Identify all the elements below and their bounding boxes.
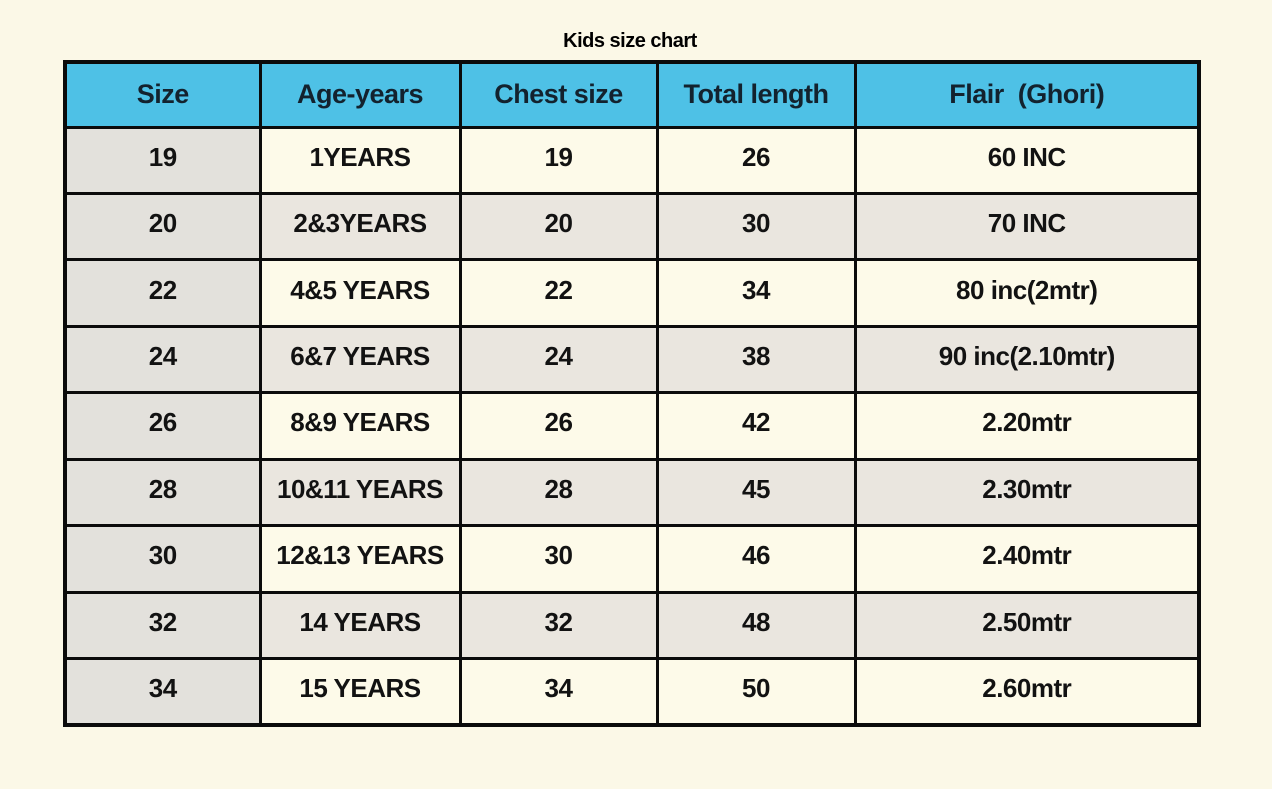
total-length-cell: 42	[655, 391, 857, 461]
flair-ghori-cell: 60 INC	[853, 125, 1201, 195]
table-row: 26 8&9 YEARS 26 42 2.20mtr	[63, 391, 1201, 461]
flair-ghori-cell: 2.30mtr	[853, 457, 1201, 528]
column-header-age-years: Age-years	[258, 60, 462, 129]
chest-size-cell: 34	[458, 657, 659, 727]
flair-ghori-cell: 2.40mtr	[853, 524, 1201, 594]
chest-size-cell: 30	[458, 524, 659, 594]
total-length-cell: 26	[655, 125, 857, 195]
flair-ghori-cell: 80 inc(2mtr)	[853, 258, 1201, 328]
age-years-cell: 8&9 YEARS	[258, 391, 462, 461]
total-length-cell: 38	[655, 324, 857, 395]
table-row: 34 15 YEARS 34 50 2.60mtr	[63, 657, 1201, 727]
size-table-body: 19 1YEARS 19 26 60 INC 20 2&3YEARS 20 30 70 INC 22…	[63, 125, 1201, 727]
column-header-total-length: Total length	[655, 60, 857, 129]
table-row: 32 14 YEARS 32 48 2.50mtr	[63, 590, 1201, 661]
size-cell: 24	[63, 324, 262, 395]
chest-size-cell: 32	[458, 590, 659, 661]
table-row: 24 6&7 YEARS 24 38 90 inc(2.10mtr)	[63, 324, 1201, 395]
chest-size-cell: 26	[458, 391, 659, 461]
size-chart-table-container: Size Age-years Chest size Total length F…	[63, 60, 1201, 727]
total-length-cell: 48	[655, 590, 857, 661]
flair-ghori-cell: 90 inc(2.10mtr)	[853, 324, 1201, 395]
total-length-cell: 46	[655, 524, 857, 594]
table-row: 28 10&11 YEARS 28 45 2.30mtr	[63, 457, 1201, 528]
size-cell: 28	[63, 457, 262, 528]
chest-size-cell: 22	[458, 258, 659, 328]
header-row: Size Age-years Chest size Total length F…	[63, 60, 1201, 129]
size-cell: 22	[63, 258, 262, 328]
total-length-cell: 45	[655, 457, 857, 528]
age-years-cell: 15 YEARS	[258, 657, 462, 727]
age-years-cell: 1YEARS	[258, 125, 462, 195]
age-years-cell: 14 YEARS	[258, 590, 462, 661]
flair-ghori-cell: 2.20mtr	[853, 391, 1201, 461]
table-row: 20 2&3YEARS 20 30 70 INC	[63, 191, 1201, 262]
column-header-size: Size	[63, 60, 262, 129]
chest-size-cell: 28	[458, 457, 659, 528]
chart-title: Kids size chart	[563, 30, 697, 52]
size-cell: 26	[63, 391, 262, 461]
flair-ghori-cell: 70 INC	[853, 191, 1201, 262]
column-header-chest-size: Chest size	[458, 60, 659, 129]
size-cell: 19	[63, 125, 262, 195]
flair-ghori-cell: 2.50mtr	[853, 590, 1201, 661]
chest-size-cell: 20	[458, 191, 659, 262]
table-row: 22 4&5 YEARS 22 34 80 inc(2mtr)	[63, 258, 1201, 328]
total-length-cell: 50	[655, 657, 857, 727]
table-header: Size Age-years Chest size Total length F…	[63, 60, 1201, 129]
size-cell: 30	[63, 524, 262, 594]
size-cell: 32	[63, 590, 262, 661]
column-header-flair-ghori: Flair (Ghori)	[853, 60, 1201, 129]
table-row: 30 12&13 YEARS 30 46 2.40mtr	[63, 524, 1201, 594]
age-years-cell: 2&3YEARS	[258, 191, 462, 262]
flair-ghori-cell: 2.60mtr	[853, 657, 1201, 727]
age-years-cell: 10&11 YEARS	[258, 457, 462, 528]
total-length-cell: 30	[655, 191, 857, 262]
age-years-cell: 6&7 YEARS	[258, 324, 462, 395]
size-cell: 34	[63, 657, 262, 727]
kids-size-table: Size Age-years Chest size Total length F…	[63, 60, 1201, 727]
table-row: 19 1YEARS 19 26 60 INC	[63, 125, 1201, 195]
age-years-cell: 4&5 YEARS	[258, 258, 462, 328]
total-length-cell: 34	[655, 258, 857, 328]
size-cell: 20	[63, 191, 262, 262]
chest-size-cell: 24	[458, 324, 659, 395]
chest-size-cell: 19	[458, 125, 659, 195]
age-years-cell: 12&13 YEARS	[258, 524, 462, 594]
